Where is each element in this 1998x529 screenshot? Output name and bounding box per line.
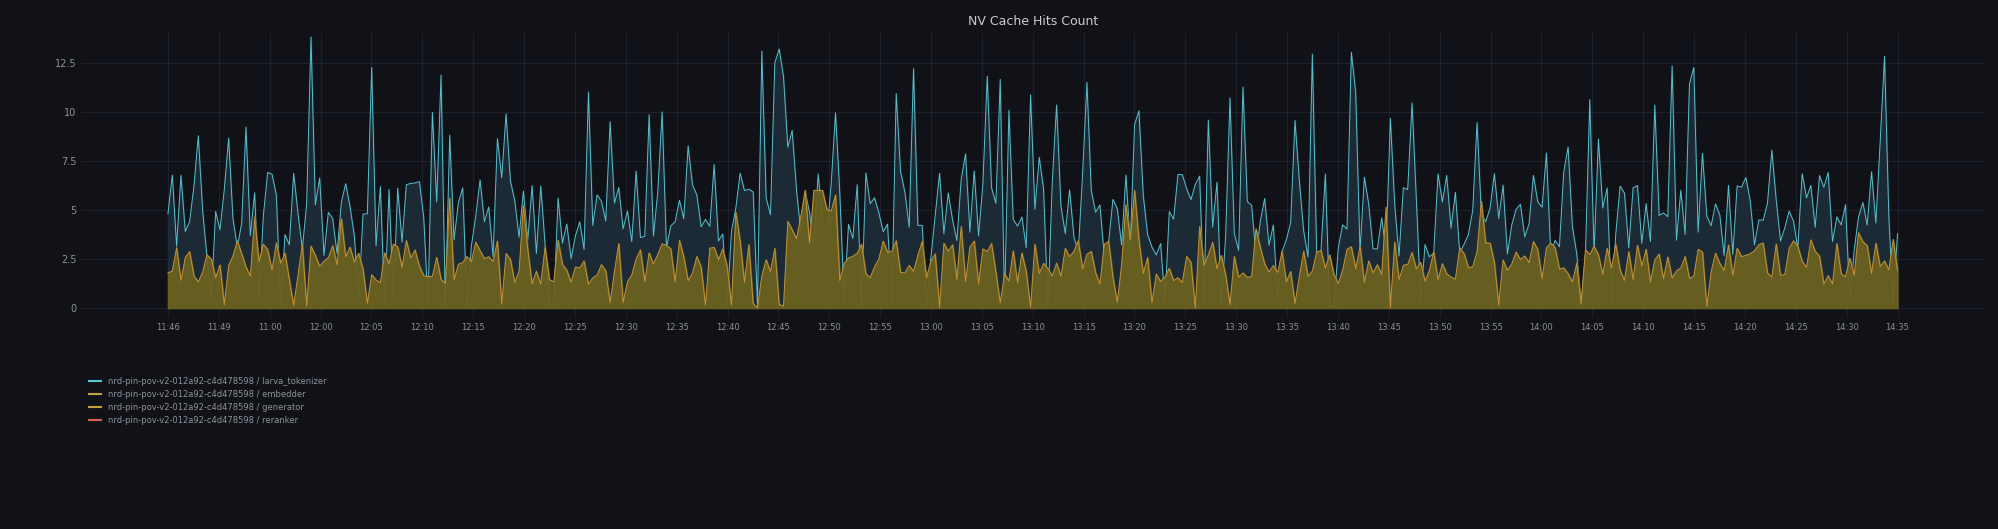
Legend: nrd-pin-pov-v2-012a92-c4d478598 / larva_tokenizer, nrd-pin-pov-v2-012a92-c4d4785: nrd-pin-pov-v2-012a92-c4d478598 / larva_… [86, 373, 330, 428]
Title: NV Cache Hits Count: NV Cache Hits Count [967, 15, 1097, 28]
